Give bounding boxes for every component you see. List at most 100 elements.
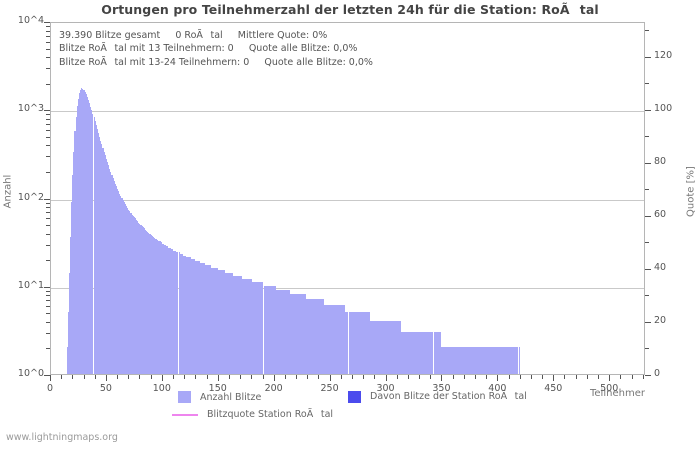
histogram-bar <box>104 155 106 374</box>
histogram-bar <box>439 331 441 374</box>
histogram-bar <box>155 238 157 374</box>
axis-tick <box>396 375 398 379</box>
axis-tick <box>46 35 50 37</box>
histogram-bar <box>405 331 407 374</box>
axis-tick <box>46 244 50 246</box>
histogram-bar <box>316 299 318 374</box>
histogram-bar <box>123 202 125 374</box>
histogram-bar <box>72 174 74 374</box>
histogram-bar <box>242 278 244 374</box>
histogram-bar <box>86 97 88 374</box>
axis-tick <box>46 129 50 131</box>
info-line-3: Blitze RoÃtal mit 13-24 Teilnehmern: 0 … <box>59 56 373 68</box>
histogram-bar <box>285 289 287 374</box>
x-axis-tick-label: 300 <box>376 383 395 394</box>
y-axis-right-tick-label: 20 <box>654 314 667 326</box>
histogram-bar <box>233 275 235 374</box>
histogram-bar <box>149 233 151 374</box>
histogram-bar <box>168 247 170 374</box>
x-axis-tick-label: 250 <box>320 383 339 394</box>
x-axis-tick-label: 150 <box>208 383 227 394</box>
histogram-bar <box>136 219 138 374</box>
histogram-bar <box>488 347 490 374</box>
histogram-bar <box>265 285 267 374</box>
histogram-bar <box>360 312 362 374</box>
histogram-bar <box>355 312 357 374</box>
histogram-bar <box>130 212 132 374</box>
histogram-bar <box>366 312 368 374</box>
axis-tick <box>46 218 50 220</box>
histogram-bar <box>141 226 143 374</box>
histogram-bar <box>158 241 160 374</box>
histogram-bar <box>304 294 306 374</box>
histogram-bar <box>502 347 504 374</box>
histogram-bar <box>312 299 314 374</box>
histogram-bar <box>92 113 94 374</box>
histogram-bar <box>120 196 122 374</box>
axis-tick <box>46 212 50 214</box>
histogram-bar <box>74 131 76 374</box>
histogram-bar <box>247 278 249 374</box>
histogram-bar <box>270 285 272 374</box>
histogram-bar <box>232 272 234 374</box>
histogram-bar <box>170 249 172 374</box>
legend-row-2: Blitzquote Station RoÃtal <box>0 407 700 423</box>
histogram-bar <box>436 331 438 374</box>
histogram-bar <box>342 305 345 374</box>
histogram-bar <box>425 331 427 374</box>
histogram-bar <box>89 103 91 374</box>
histogram-bar <box>210 267 213 374</box>
histogram-bar <box>127 208 129 374</box>
histogram-bar <box>314 299 317 374</box>
histogram-bar <box>271 285 273 374</box>
histogram-bars <box>51 23 644 374</box>
histogram-bar <box>248 278 251 374</box>
histogram-bar <box>335 305 337 374</box>
histogram-bar <box>223 270 225 374</box>
histogram-bar <box>479 347 481 374</box>
histogram-bar <box>495 347 497 374</box>
histogram-bar <box>235 275 237 374</box>
axis-tick <box>273 375 275 381</box>
histogram-bar <box>505 347 507 374</box>
gridline-y <box>51 199 644 201</box>
histogram-bar <box>339 305 341 374</box>
histogram-bar <box>377 320 379 374</box>
histogram-bar <box>186 257 188 374</box>
legend-label-anzahl-blitze: Anzahl Blitze <box>200 391 262 403</box>
histogram-bar <box>167 246 169 374</box>
histogram-bar <box>418 331 421 374</box>
histogram-bar <box>99 136 101 374</box>
y-axis-right-tick-label: 120 <box>654 49 673 61</box>
histogram-bar <box>118 191 120 374</box>
histogram-bar <box>508 347 510 374</box>
x-axis-tick-label: 500 <box>600 383 619 394</box>
histogram-bar <box>427 331 430 374</box>
histogram-bar <box>449 347 451 374</box>
histogram-bar <box>462 347 464 374</box>
histogram-bar <box>455 347 457 374</box>
histogram-bar <box>423 331 425 374</box>
histogram-bar <box>225 272 227 374</box>
histogram-bar <box>472 347 474 374</box>
histogram-bar <box>480 347 482 374</box>
gridline-y <box>51 111 644 113</box>
histogram-bar <box>93 117 95 374</box>
histogram-bar <box>276 289 279 374</box>
histogram-bar <box>194 259 196 374</box>
histogram-bar <box>140 224 142 374</box>
histogram-bar <box>109 168 111 374</box>
axis-tick <box>117 375 119 379</box>
histogram-bar <box>189 257 191 374</box>
histogram-bar <box>403 331 405 374</box>
histogram-bar <box>150 234 152 374</box>
axis-tick <box>46 207 50 209</box>
histogram-bar <box>244 278 246 374</box>
histogram-bar <box>163 244 166 374</box>
x-axis-tick-label: 50 <box>99 383 112 394</box>
histogram-bar <box>348 312 350 374</box>
histogram-bar <box>321 299 323 374</box>
axis-tick <box>430 375 432 379</box>
statistics-info-block: 39.390 Blitze gesamt 0 RoÃtal Mittlere … <box>59 29 373 69</box>
axis-tick <box>642 375 644 379</box>
